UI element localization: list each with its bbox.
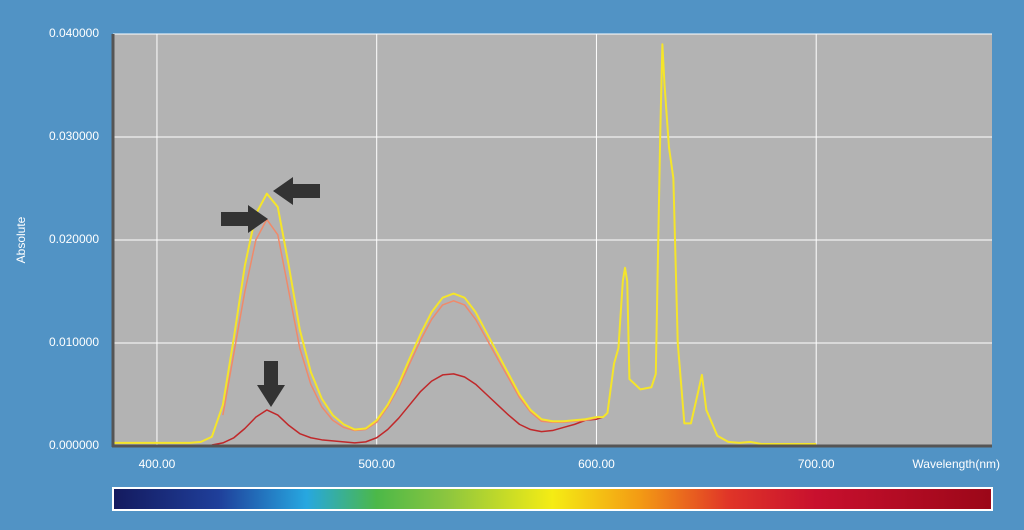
- x-tick-label: 400.00: [139, 457, 176, 471]
- y-tick-label: 0.040000: [49, 26, 99, 40]
- y-tick-label: 0.030000: [49, 129, 99, 143]
- arrows: [221, 177, 320, 407]
- x-tick-label: 600.00: [578, 457, 615, 471]
- x-axis-label: Wavelength(nm): [912, 457, 1000, 471]
- series-line: [113, 43, 817, 445]
- y-tick-label: 0.000000: [49, 438, 99, 452]
- y-tick-label: 0.010000: [49, 335, 99, 349]
- x-tick-label: 700.00: [798, 457, 835, 471]
- y-axis-label: Absolute: [14, 216, 28, 263]
- arrow: [273, 177, 320, 205]
- series-line: [222, 218, 597, 432]
- series-line: [211, 373, 604, 446]
- y-tick-label: 0.020000: [49, 232, 99, 246]
- color-bar: [112, 487, 993, 511]
- arrow: [257, 361, 285, 407]
- x-tick-label: 500.00: [358, 457, 395, 471]
- arrow: [221, 205, 268, 233]
